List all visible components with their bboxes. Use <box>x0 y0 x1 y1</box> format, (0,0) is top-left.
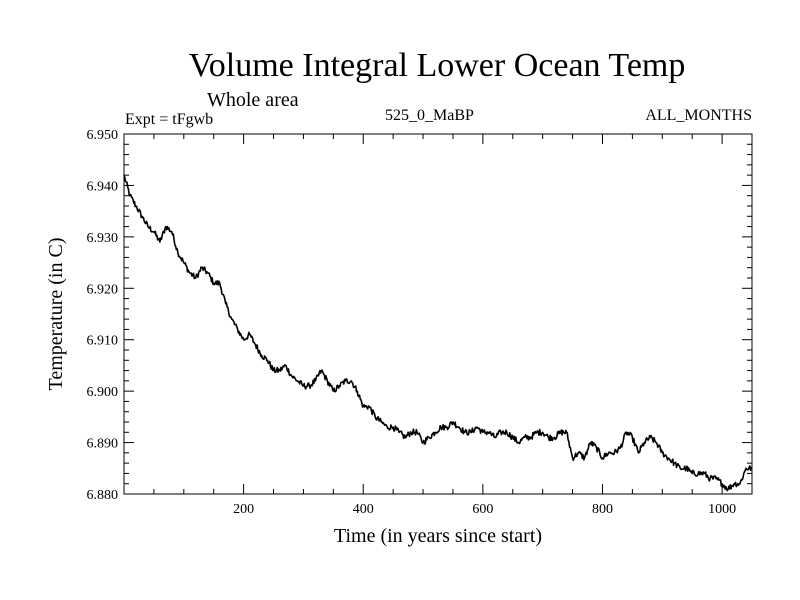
chart-subtitle: Whole area <box>207 89 299 111</box>
y-tick-label: 6.890 <box>87 437 119 452</box>
y-tick-label: 6.940 <box>87 179 119 194</box>
y-tick-label: 6.880 <box>87 488 119 503</box>
x-tick-label: 600 <box>472 502 493 517</box>
chart-title: Volume Integral Lower Ocean Temp <box>189 47 686 84</box>
y-tick-label: 6.930 <box>87 231 119 246</box>
x-tick-label: 1000 <box>708 502 736 517</box>
y-tick-label: 6.900 <box>87 385 119 400</box>
months-label: ALL_MONTHS <box>645 107 752 124</box>
series-line <box>123 174 753 492</box>
x-tick-label: 400 <box>353 502 374 517</box>
x-axis-title: Time (in years since start) <box>334 525 542 547</box>
y-tick-label: 6.920 <box>87 282 119 297</box>
y-tick-label: 6.910 <box>87 334 119 349</box>
plot-frame <box>123 133 753 495</box>
x-tick-label: 800 <box>592 502 613 517</box>
axis-ticks: 200 400 600 800 1000 6.880 6.890 6.900 6.910 6.92… <box>87 128 752 517</box>
series-layer <box>123 174 753 492</box>
run-label: 525_0_MaBP <box>385 107 474 124</box>
y-tick-label: 6.950 <box>87 128 119 143</box>
y-axis-title: Temperature (in C) <box>45 238 67 391</box>
expt-label: Expt = tFgwb <box>125 111 213 128</box>
x-tick-label: 200 <box>233 502 254 517</box>
